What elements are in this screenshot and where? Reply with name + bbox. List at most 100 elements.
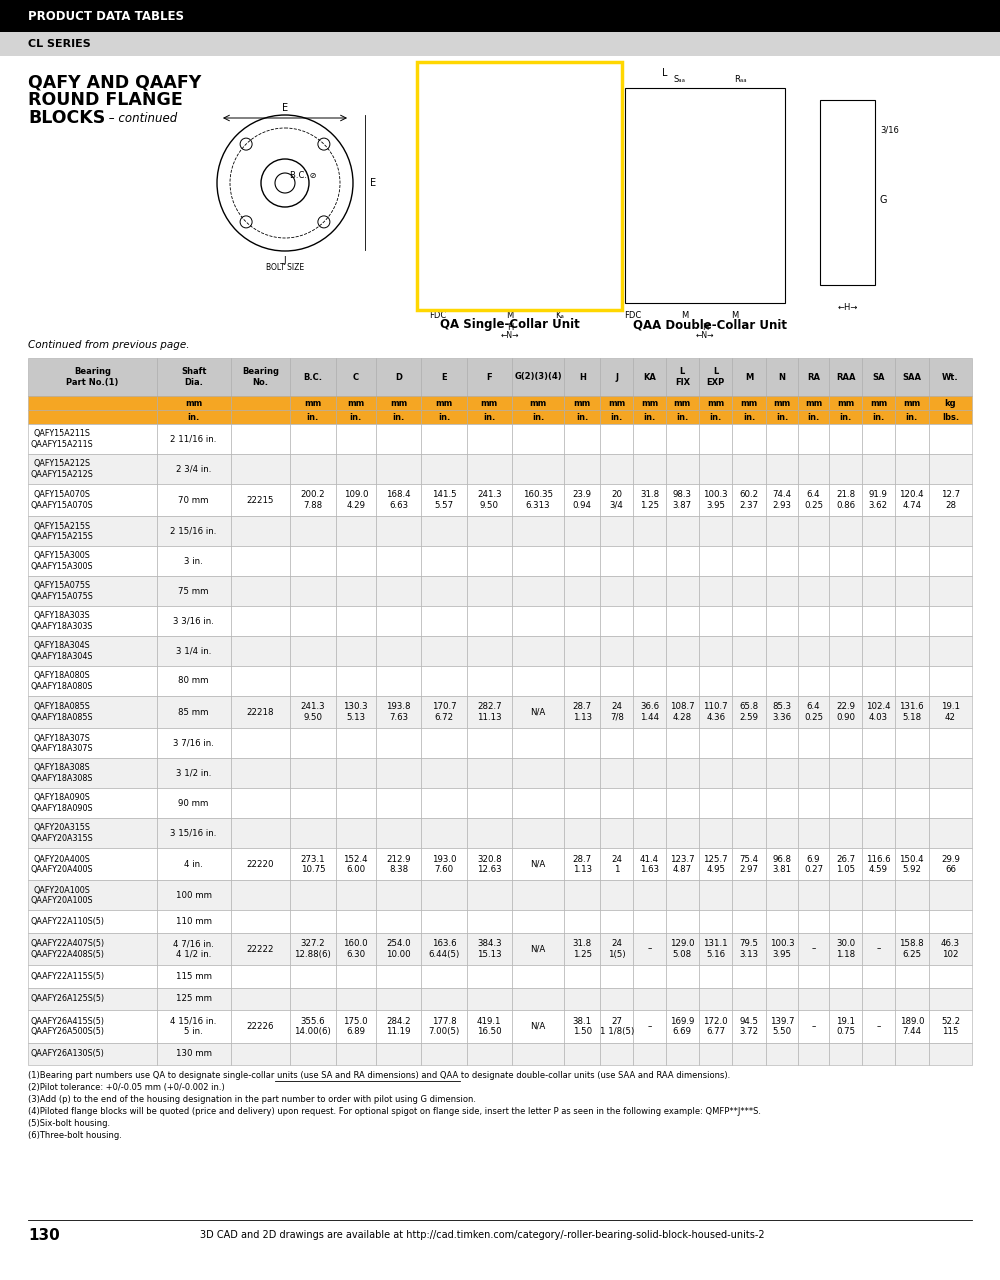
- Text: in.: in.: [350, 412, 362, 421]
- Bar: [895, 933, 929, 965]
- Text: 160.35
6.313: 160.35 6.313: [523, 490, 553, 509]
- Bar: [512, 424, 564, 454]
- Text: 163.6
6.44(5): 163.6 6.44(5): [428, 940, 460, 959]
- Bar: [829, 666, 862, 696]
- Bar: [231, 988, 290, 1010]
- Bar: [231, 410, 290, 424]
- Bar: [732, 484, 766, 516]
- Bar: [376, 881, 421, 910]
- Bar: [28, 516, 157, 547]
- Bar: [699, 1042, 732, 1065]
- Bar: [666, 396, 699, 410]
- Bar: [600, 358, 633, 396]
- Bar: [666, 454, 699, 484]
- Bar: [28, 576, 157, 605]
- Bar: [732, 696, 766, 728]
- Bar: [564, 410, 600, 424]
- Text: G: G: [880, 195, 888, 205]
- Text: L
EXP: L EXP: [707, 367, 725, 387]
- Bar: [157, 547, 231, 576]
- Text: 80 mm: 80 mm: [178, 676, 209, 685]
- Bar: [699, 910, 732, 933]
- Bar: [467, 818, 512, 849]
- Bar: [798, 454, 829, 484]
- Text: CL SERIES: CL SERIES: [28, 38, 91, 49]
- Bar: [467, 547, 512, 576]
- Bar: [798, 636, 829, 666]
- Text: 90 mm: 90 mm: [178, 799, 209, 808]
- Text: QAFY18A304S
QAAFY18A304S: QAFY18A304S QAAFY18A304S: [30, 641, 93, 660]
- Bar: [798, 516, 829, 547]
- Bar: [467, 605, 512, 636]
- Bar: [895, 1042, 929, 1065]
- Bar: [564, 1010, 600, 1042]
- Text: mm: mm: [773, 398, 791, 407]
- Bar: [829, 576, 862, 605]
- Text: 115 mm: 115 mm: [176, 972, 212, 980]
- Bar: [766, 576, 798, 605]
- Text: 177.8
7.00(5): 177.8 7.00(5): [428, 1016, 460, 1036]
- Bar: [564, 605, 600, 636]
- Bar: [564, 965, 600, 988]
- Bar: [699, 410, 732, 424]
- Bar: [564, 547, 600, 576]
- Bar: [421, 728, 467, 758]
- Bar: [157, 910, 231, 933]
- Bar: [929, 910, 972, 933]
- Bar: [376, 818, 421, 849]
- Bar: [564, 1042, 600, 1065]
- Text: –: –: [647, 945, 652, 954]
- Bar: [666, 849, 699, 881]
- Bar: [512, 636, 564, 666]
- Bar: [829, 965, 862, 988]
- Text: 320.8
12.63: 320.8 12.63: [477, 855, 502, 874]
- Bar: [336, 881, 376, 910]
- Bar: [633, 424, 666, 454]
- Bar: [929, 454, 972, 484]
- Bar: [157, 454, 231, 484]
- Bar: [376, 696, 421, 728]
- Bar: [929, 1042, 972, 1065]
- Bar: [929, 424, 972, 454]
- Bar: [829, 728, 862, 758]
- Text: N/A: N/A: [531, 708, 546, 717]
- Bar: [467, 933, 512, 965]
- Text: QAFY20A315S
QAAFY20A315S: QAFY20A315S QAAFY20A315S: [30, 823, 93, 842]
- Bar: [732, 605, 766, 636]
- Text: 24
7/8: 24 7/8: [610, 703, 624, 722]
- Bar: [564, 788, 600, 818]
- Bar: [512, 696, 564, 728]
- Text: 241.3
9.50: 241.3 9.50: [301, 703, 325, 722]
- Bar: [600, 605, 633, 636]
- Bar: [798, 605, 829, 636]
- Bar: [766, 849, 798, 881]
- Bar: [699, 576, 732, 605]
- Bar: [798, 910, 829, 933]
- Bar: [666, 933, 699, 965]
- Bar: [28, 358, 157, 396]
- Bar: [829, 758, 862, 788]
- Bar: [862, 965, 895, 988]
- Text: H: H: [579, 372, 586, 381]
- Bar: [421, 696, 467, 728]
- Text: –: –: [811, 945, 816, 954]
- Bar: [766, 454, 798, 484]
- Bar: [766, 965, 798, 988]
- Text: 85 mm: 85 mm: [178, 708, 209, 717]
- Bar: [28, 758, 157, 788]
- Bar: [600, 965, 633, 988]
- Bar: [564, 933, 600, 965]
- Bar: [157, 728, 231, 758]
- Bar: [732, 988, 766, 1010]
- Text: Sₐₐ: Sₐₐ: [674, 76, 686, 84]
- Bar: [633, 933, 666, 965]
- Bar: [28, 788, 157, 818]
- Bar: [512, 881, 564, 910]
- Bar: [336, 1010, 376, 1042]
- Bar: [862, 576, 895, 605]
- Bar: [600, 849, 633, 881]
- Bar: [600, 788, 633, 818]
- Text: SA: SA: [872, 372, 885, 381]
- Bar: [895, 849, 929, 881]
- Bar: [376, 605, 421, 636]
